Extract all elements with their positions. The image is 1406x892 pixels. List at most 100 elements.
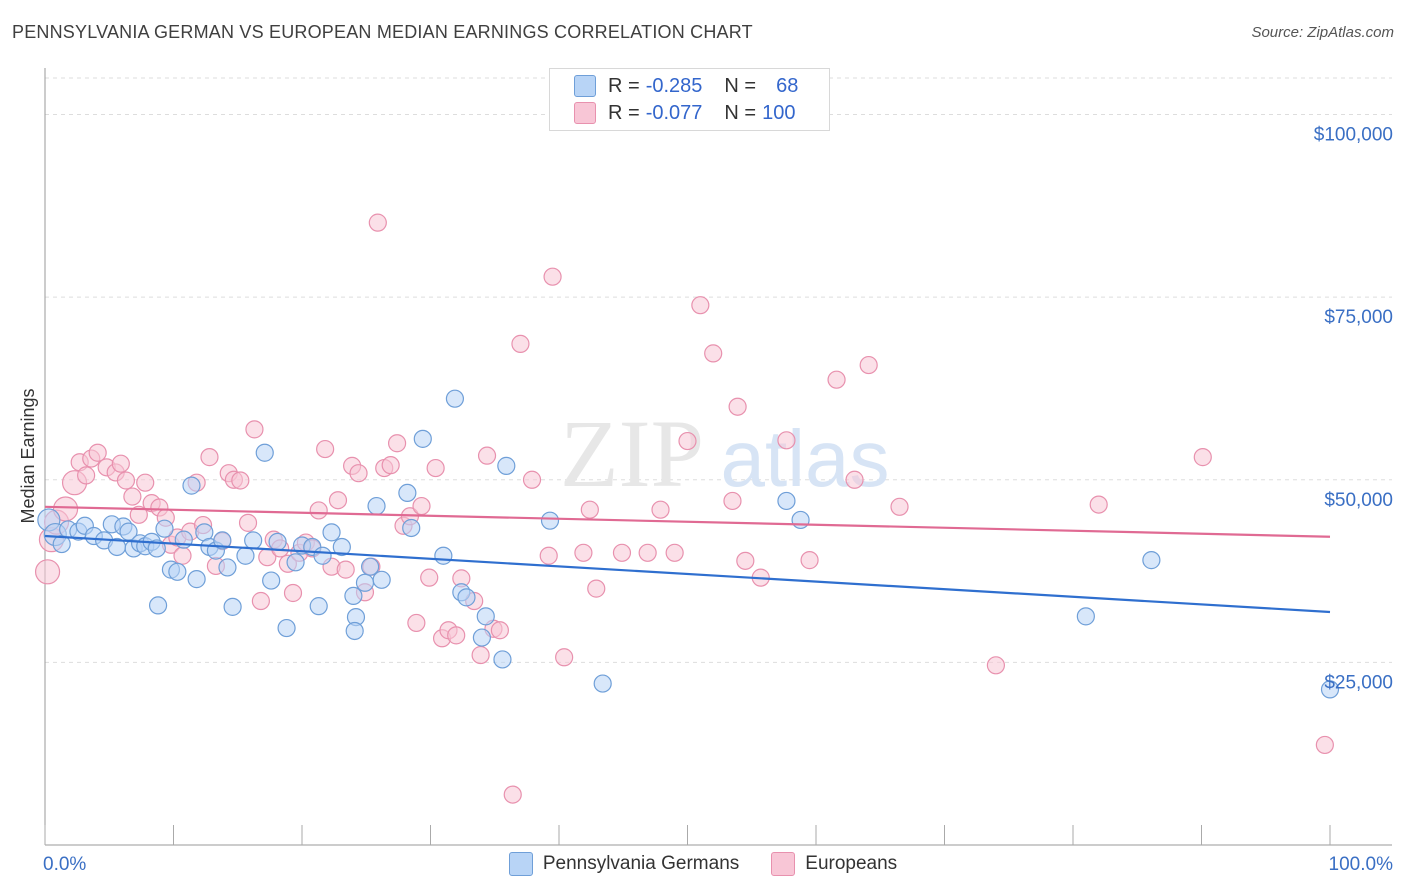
data-point-europeans: [420, 568, 439, 587]
data-point-pennsylvania-germans: [398, 483, 417, 503]
data-point-pennsylvania-germans: [313, 546, 332, 565]
data-point-pennsylvania-germans: [262, 571, 281, 590]
data-point-europeans: [412, 496, 431, 516]
y-axis-label: Median Earnings: [18, 388, 38, 523]
data-point-pennsylvania-germans: [345, 621, 364, 641]
data-point-europeans: [503, 785, 522, 804]
data-point-pennsylvania-germans: [413, 429, 432, 448]
x-tick-label: 100.0%: [1329, 854, 1394, 875]
data-point-europeans: [678, 431, 697, 451]
data-point-pennsylvania-germans: [213, 531, 232, 550]
legend-row-europeans: R = -0.077 N = 100: [574, 100, 795, 126]
data-point-pennsylvania-germans: [268, 532, 287, 551]
grid-lines: [45, 77, 1392, 663]
data-point-pennsylvania-germans: [402, 518, 421, 538]
data-point-pennsylvania-germans: [223, 597, 242, 616]
data-point-europeans: [651, 500, 670, 519]
data-point-europeans: [543, 267, 562, 286]
data-point-europeans: [845, 470, 864, 489]
data-point-europeans: [723, 491, 742, 511]
series-legend: Pennsylvania Germans Europeans: [0, 852, 1406, 876]
legend-n-label: N =: [724, 101, 757, 124]
data-point-pennsylvania-germans: [344, 586, 363, 606]
data-point-europeans: [336, 560, 355, 579]
data-point-pennsylvania-germans: [1142, 551, 1161, 570]
data-point-europeans: [200, 448, 219, 467]
data-point-europeans: [88, 443, 107, 462]
data-point-pennsylvania-germans: [148, 596, 168, 615]
watermark-zip: ZIP: [560, 400, 704, 507]
data-point-pennsylvania-germans: [182, 476, 201, 495]
data-point-pennsylvania-germans: [476, 607, 495, 626]
data-point-pennsylvania-germans: [457, 588, 476, 607]
data-point-pennsylvania-germans: [777, 491, 796, 511]
chart-title: PENNSYLVANIA GERMAN VS EUROPEAN MEDIAN E…: [12, 22, 753, 42]
data-point-pennsylvania-germans: [255, 443, 274, 462]
trend-line-pennsylvania-germans: [44, 534, 1331, 614]
data-point-europeans: [704, 344, 723, 363]
legend-swatch-pink: [574, 102, 596, 124]
data-point-europeans: [1193, 448, 1212, 467]
legend-r-label: R =: [608, 101, 640, 124]
data-point-europeans: [173, 546, 192, 565]
data-point-europeans: [136, 473, 155, 492]
data-point-europeans: [580, 500, 599, 519]
data-point-pennsylvania-germans: [791, 510, 810, 530]
data-point-europeans: [231, 471, 250, 490]
data-point-pennsylvania-germans: [332, 537, 351, 557]
data-point-europeans: [890, 497, 909, 516]
data-point-europeans: [638, 543, 657, 562]
data-point-europeans: [800, 551, 819, 570]
data-point-europeans: [309, 501, 328, 520]
data-point-europeans: [238, 513, 258, 532]
data-point-pennsylvania-germans: [540, 511, 560, 530]
data-point-europeans: [986, 656, 1006, 675]
trend-lines: [44, 505, 1331, 614]
data-point-europeans: [665, 543, 684, 562]
data-point-pennsylvania-germans: [361, 557, 380, 576]
data-point-pennsylvania-germans: [445, 389, 465, 408]
y-tick-label: $50,000: [1324, 490, 1393, 511]
data-point-europeans: [328, 491, 348, 510]
data-point-europeans: [316, 439, 335, 459]
data-point-pennsylvania-germans: [372, 570, 391, 589]
legend-n-value: 68: [776, 74, 799, 97]
data-point-pennsylvania-germans: [1320, 680, 1340, 699]
data-point-europeans: [116, 471, 136, 490]
trend-line-europeans: [44, 505, 1331, 538]
legend-r-value: -0.077: [645, 101, 703, 124]
data-point-pennsylvania-germans: [322, 523, 341, 542]
axis-labels: $25,000 $50,000 $75,000 $100,000 0.0% 100.0% M…: [18, 125, 1393, 875]
data-point-pennsylvania-germans: [286, 553, 305, 572]
data-point-europeans: [387, 434, 407, 453]
data-point-europeans: [1315, 735, 1334, 755]
legend-label: Europeans: [805, 853, 898, 874]
y-tick-label: $25,000: [1324, 672, 1393, 693]
data-point-europeans: [574, 543, 593, 562]
data-point-europeans: [129, 505, 148, 524]
source-label: Source: ZipAtlas.com: [1251, 24, 1394, 41]
data-point-europeans: [859, 355, 878, 375]
data-point-europeans: [407, 613, 426, 633]
data-point-pennsylvania-germans: [277, 618, 296, 638]
legend-row-pennsylvania-germans: R = -0.285 N = 68: [574, 73, 798, 99]
data-point-europeans: [777, 431, 796, 450]
data-point-europeans: [123, 487, 142, 506]
data-point-europeans: [349, 464, 368, 483]
data-point-europeans: [251, 591, 270, 611]
data-point-europeans: [539, 546, 558, 565]
legend-swatch-blue: [574, 75, 596, 97]
data-point-europeans: [736, 551, 755, 570]
data-point-europeans: [490, 621, 509, 640]
data-point-pennsylvania-germans: [244, 531, 263, 550]
data-point-europeans: [555, 648, 574, 667]
watermark-atlas: atlas: [721, 414, 890, 503]
data-point-pennsylvania-germans: [355, 573, 375, 592]
legend-swatch-pink: [771, 852, 796, 876]
data-point-europeans: [691, 296, 710, 315]
data-point-europeans: [34, 559, 61, 585]
legend-label: Pennsylvania Germans: [542, 853, 740, 874]
data-point-pennsylvania-germans: [218, 558, 237, 577]
legend-r-label: R =: [608, 74, 640, 97]
